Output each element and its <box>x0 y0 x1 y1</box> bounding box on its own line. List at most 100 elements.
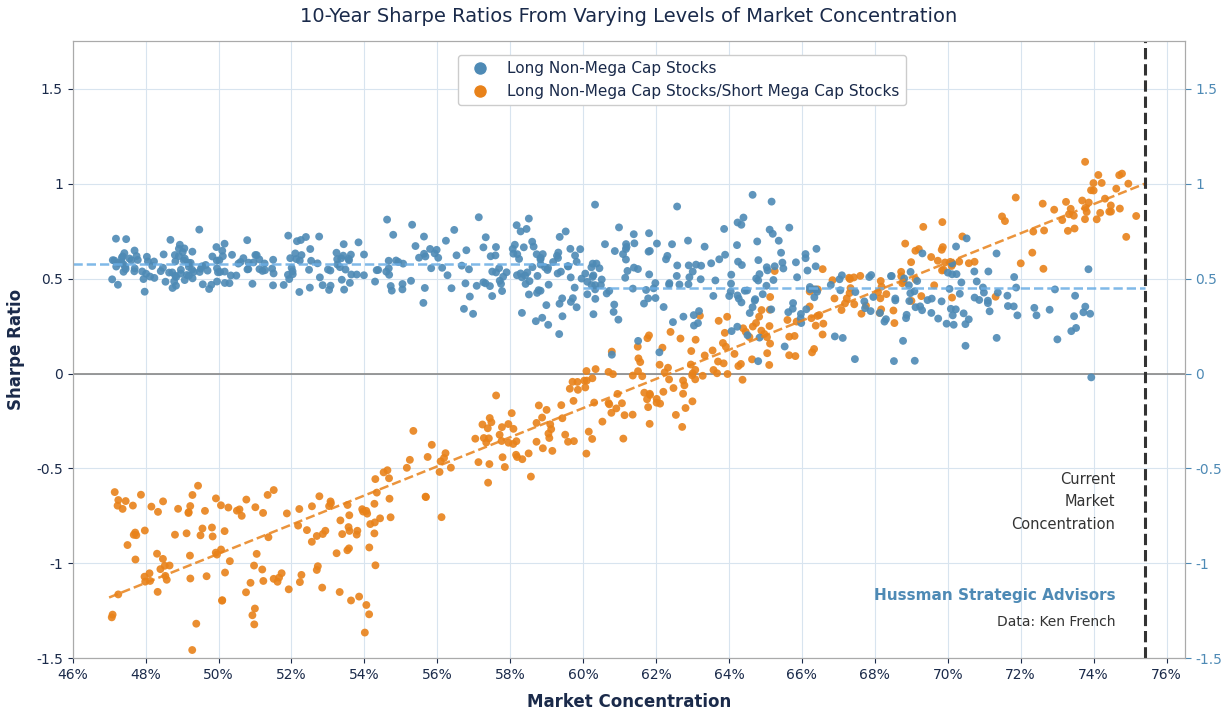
Long Non-Mega Cap Stocks <box>750 269 769 280</box>
Long Non-Mega Cap Stocks <box>565 282 585 294</box>
Long Non-Mega Cap Stocks <box>288 236 307 247</box>
Long Non-Mega Cap Stocks <box>402 219 422 230</box>
Long Non-Mega Cap Stocks/Short Mega Cap Stocks <box>638 401 658 413</box>
Long Non-Mega Cap Stocks <box>740 307 760 319</box>
Long Non-Mega Cap Stocks <box>127 251 146 262</box>
Long Non-Mega Cap Stocks <box>531 258 551 270</box>
Text: Hussman Strategic Advisors: Hussman Strategic Advisors <box>874 588 1116 603</box>
Long Non-Mega Cap Stocks <box>279 230 299 241</box>
Long Non-Mega Cap Stocks <box>307 258 327 269</box>
Long Non-Mega Cap Stocks <box>183 273 203 284</box>
Long Non-Mega Cap Stocks <box>388 256 408 268</box>
Long Non-Mega Cap Stocks <box>912 304 932 316</box>
Long Non-Mega Cap Stocks <box>173 246 193 258</box>
Long Non-Mega Cap Stocks/Short Mega Cap Stocks <box>752 304 772 316</box>
Long Non-Mega Cap Stocks/Short Mega Cap Stocks <box>264 573 284 584</box>
Long Non-Mega Cap Stocks <box>198 265 218 276</box>
Long Non-Mega Cap Stocks <box>347 269 366 280</box>
Long Non-Mega Cap Stocks <box>426 244 446 256</box>
Long Non-Mega Cap Stocks/Short Mega Cap Stocks <box>264 485 284 496</box>
Long Non-Mega Cap Stocks/Short Mega Cap Stocks <box>436 447 456 459</box>
Long Non-Mega Cap Stocks <box>640 245 660 256</box>
Long Non-Mega Cap Stocks/Short Mega Cap Stocks <box>718 311 737 322</box>
Long Non-Mega Cap Stocks <box>320 284 339 296</box>
Long Non-Mega Cap Stocks/Short Mega Cap Stocks <box>1082 185 1101 196</box>
Long Non-Mega Cap Stocks/Short Mega Cap Stocks <box>913 221 933 233</box>
Long Non-Mega Cap Stocks/Short Mega Cap Stocks <box>356 505 376 516</box>
Long Non-Mega Cap Stocks <box>503 243 522 255</box>
Long Non-Mega Cap Stocks/Short Mega Cap Stocks <box>844 271 864 283</box>
Long Non-Mega Cap Stocks/Short Mega Cap Stocks <box>941 260 961 271</box>
Long Non-Mega Cap Stocks <box>249 253 269 265</box>
Long Non-Mega Cap Stocks/Short Mega Cap Stocks <box>1005 192 1025 203</box>
Long Non-Mega Cap Stocks <box>795 253 815 264</box>
Long Non-Mega Cap Stocks <box>206 241 226 253</box>
Long Non-Mega Cap Stocks/Short Mega Cap Stocks <box>190 530 210 541</box>
Long Non-Mega Cap Stocks <box>896 312 916 324</box>
Long Non-Mega Cap Stocks/Short Mega Cap Stocks <box>1075 156 1095 167</box>
Long Non-Mega Cap Stocks/Short Mega Cap Stocks <box>579 426 599 437</box>
Long Non-Mega Cap Stocks/Short Mega Cap Stocks <box>933 216 952 228</box>
Long Non-Mega Cap Stocks/Short Mega Cap Stocks <box>478 477 498 488</box>
Long Non-Mega Cap Stocks <box>585 293 605 304</box>
Long Non-Mega Cap Stocks <box>757 280 777 292</box>
Long Non-Mega Cap Stocks <box>897 309 917 320</box>
Long Non-Mega Cap Stocks/Short Mega Cap Stocks <box>729 360 748 372</box>
Long Non-Mega Cap Stocks/Short Mega Cap Stocks <box>124 529 144 541</box>
Long Non-Mega Cap Stocks <box>283 269 302 280</box>
Long Non-Mega Cap Stocks <box>1074 307 1094 318</box>
Long Non-Mega Cap Stocks <box>616 272 635 284</box>
Long Non-Mega Cap Stocks/Short Mega Cap Stocks <box>339 521 359 533</box>
Long Non-Mega Cap Stocks/Short Mega Cap Stocks <box>1061 203 1080 215</box>
Long Non-Mega Cap Stocks <box>175 255 194 266</box>
Long Non-Mega Cap Stocks <box>735 285 755 297</box>
Long Non-Mega Cap Stocks <box>673 311 693 322</box>
Long Non-Mega Cap Stocks/Short Mega Cap Stocks <box>717 341 736 353</box>
Long Non-Mega Cap Stocks <box>253 265 273 276</box>
Long Non-Mega Cap Stocks <box>208 266 227 278</box>
Long Non-Mega Cap Stocks/Short Mega Cap Stocks <box>147 586 167 597</box>
Long Non-Mega Cap Stocks <box>278 269 297 281</box>
Long Non-Mega Cap Stocks/Short Mega Cap Stocks <box>367 487 387 498</box>
Long Non-Mega Cap Stocks <box>936 318 956 330</box>
Long Non-Mega Cap Stocks/Short Mega Cap Stocks <box>1032 198 1052 210</box>
Long Non-Mega Cap Stocks <box>151 266 171 277</box>
Long Non-Mega Cap Stocks <box>221 270 241 281</box>
Long Non-Mega Cap Stocks <box>978 266 998 277</box>
Long Non-Mega Cap Stocks/Short Mega Cap Stocks <box>156 570 176 582</box>
Long Non-Mega Cap Stocks/Short Mega Cap Stocks <box>397 462 417 474</box>
Long Non-Mega Cap Stocks/Short Mega Cap Stocks <box>1075 213 1095 225</box>
Long Non-Mega Cap Stocks <box>553 310 573 322</box>
Long Non-Mega Cap Stocks/Short Mega Cap Stocks <box>940 256 960 268</box>
Long Non-Mega Cap Stocks/Short Mega Cap Stocks <box>885 317 905 329</box>
Long Non-Mega Cap Stocks <box>332 274 351 286</box>
Long Non-Mega Cap Stocks <box>581 261 601 273</box>
Long Non-Mega Cap Stocks <box>1062 325 1082 337</box>
Long Non-Mega Cap Stocks/Short Mega Cap Stocks <box>1034 263 1053 274</box>
Long Non-Mega Cap Stocks <box>616 238 635 250</box>
Long Non-Mega Cap Stocks/Short Mega Cap Stocks <box>1106 183 1126 195</box>
Long Non-Mega Cap Stocks/Short Mega Cap Stocks <box>487 390 506 401</box>
Long Non-Mega Cap Stocks <box>900 279 919 291</box>
Long Non-Mega Cap Stocks/Short Mega Cap Stocks <box>541 424 560 435</box>
Long Non-Mega Cap Stocks <box>104 255 124 266</box>
Long Non-Mega Cap Stocks <box>166 270 186 281</box>
Long Non-Mega Cap Stocks <box>445 224 465 236</box>
Long Non-Mega Cap Stocks <box>456 278 476 289</box>
Long Non-Mega Cap Stocks/Short Mega Cap Stocks <box>586 363 606 375</box>
Long Non-Mega Cap Stocks <box>145 272 165 284</box>
Long Non-Mega Cap Stocks/Short Mega Cap Stocks <box>253 507 273 518</box>
Long Non-Mega Cap Stocks/Short Mega Cap Stocks <box>553 413 573 424</box>
Long Non-Mega Cap Stocks <box>885 294 905 306</box>
Long Non-Mega Cap Stocks/Short Mega Cap Stocks <box>165 529 184 541</box>
Long Non-Mega Cap Stocks <box>1008 309 1027 321</box>
Long Non-Mega Cap Stocks/Short Mega Cap Stocks <box>664 382 683 393</box>
Long Non-Mega Cap Stocks <box>639 228 659 239</box>
Long Non-Mega Cap Stocks/Short Mega Cap Stocks <box>935 257 955 269</box>
Long Non-Mega Cap Stocks/Short Mega Cap Stocks <box>704 364 724 376</box>
Long Non-Mega Cap Stocks/Short Mega Cap Stocks <box>208 549 227 560</box>
Long Non-Mega Cap Stocks <box>493 285 512 297</box>
Long Non-Mega Cap Stocks <box>116 261 135 273</box>
Long Non-Mega Cap Stocks <box>154 262 173 274</box>
Long Non-Mega Cap Stocks <box>639 269 659 280</box>
